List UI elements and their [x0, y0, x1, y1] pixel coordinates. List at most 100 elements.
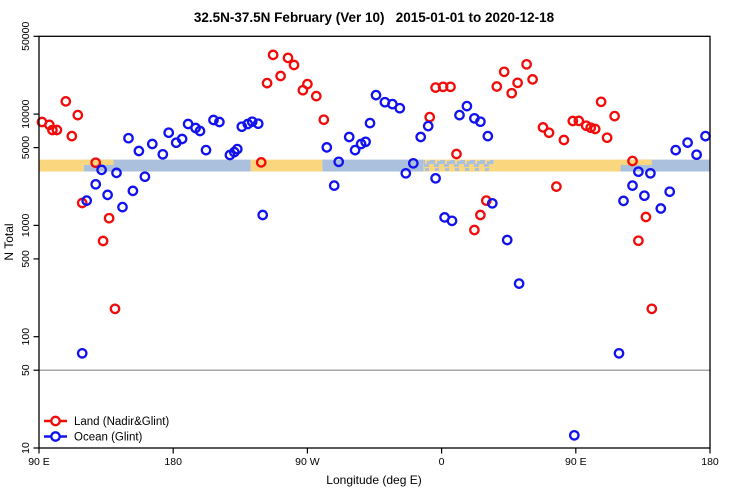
data-point-land	[567, 115, 579, 127]
data-point-ocean	[639, 190, 650, 202]
data-point-land	[537, 122, 549, 133]
data-point-ocean	[645, 167, 656, 179]
data-point-land	[543, 127, 555, 139]
data-point-land	[585, 122, 597, 134]
y-tick-label: 100	[20, 328, 32, 346]
y-tick-label: 50000	[20, 22, 32, 51]
band-ocean-segment	[113, 159, 251, 172]
data-point-land	[491, 81, 503, 92]
band-land-segment	[250, 159, 323, 172]
data-point-land	[261, 77, 273, 89]
chart-title: 32.5N-37.5N February (Ver 10) 2015-01-01…	[194, 10, 555, 25]
data-point-land	[601, 132, 613, 144]
data-point-land	[627, 155, 638, 167]
data-point-ocean	[139, 171, 151, 183]
legend-marker-land	[50, 415, 61, 427]
data-point-land	[60, 96, 72, 107]
legend-marker-ocean	[50, 431, 61, 442]
data-point-ocean	[664, 186, 676, 198]
data-point-ocean	[111, 167, 122, 179]
data-points	[36, 49, 711, 441]
data-point-ocean	[422, 120, 434, 132]
data-point-land	[633, 235, 644, 247]
data-point-land	[72, 109, 84, 121]
data-point-land	[97, 235, 109, 247]
data-point-ocean	[613, 347, 625, 359]
x-tick-label: 90 W	[295, 456, 320, 468]
data-point-ocean	[194, 125, 206, 137]
data-point-ocean	[257, 209, 269, 221]
data-point-land	[573, 115, 585, 127]
band-land-segment	[493, 159, 621, 172]
legend-label-ocean: Ocean (Glint)	[74, 432, 143, 444]
data-point-ocean	[102, 189, 113, 201]
data-point-ocean	[146, 138, 158, 150]
data-point-land	[282, 52, 294, 64]
data-point-ocean	[475, 116, 486, 128]
data-point-ocean	[328, 180, 340, 191]
data-point-ocean	[360, 136, 371, 148]
data-point-ocean	[246, 116, 258, 128]
data-point-land	[469, 224, 480, 236]
data-point-ocean	[670, 144, 682, 156]
data-point-ocean	[364, 117, 376, 129]
y-tick-label: 500	[20, 250, 32, 268]
y-tick-label: 1000	[20, 214, 32, 238]
data-point-ocean	[127, 185, 139, 197]
data-point-land	[551, 181, 562, 192]
data-point-land	[275, 70, 286, 82]
data-point-ocean	[252, 118, 264, 130]
data-point-ocean	[81, 195, 93, 206]
legend-label-land: Land (Nadir&Glint)	[74, 416, 169, 428]
data-point-land	[558, 134, 570, 146]
data-point-ocean	[501, 234, 513, 246]
data-point-land	[109, 303, 121, 315]
data-point-ocean	[343, 131, 355, 143]
data-point-land	[609, 110, 620, 122]
data-point-ocean	[655, 203, 667, 214]
data-point-ocean	[208, 114, 219, 126]
data-point-ocean	[96, 164, 107, 176]
data-point-ocean	[446, 215, 458, 227]
data-point-ocean	[627, 180, 638, 191]
x-tick-label: 90 E	[565, 456, 587, 468]
x-tick-label: 0	[439, 456, 445, 468]
data-point-ocean	[321, 142, 333, 153]
data-point-ocean	[157, 148, 169, 160]
data-point-ocean	[214, 116, 225, 128]
data-point-land	[445, 81, 456, 93]
data-point-land	[646, 303, 658, 315]
data-point-ocean	[370, 89, 382, 101]
data-point-land	[451, 148, 462, 160]
data-point-land	[318, 114, 330, 126]
data-point-land	[640, 211, 652, 223]
data-point-land	[47, 124, 58, 136]
band-ocean-segment	[651, 159, 710, 172]
y-axis-label: N Total	[2, 223, 16, 260]
data-point-land	[498, 66, 510, 78]
data-point-land	[302, 78, 313, 90]
data-point-ocean	[454, 109, 465, 121]
data-point-ocean	[513, 278, 525, 289]
x-tick-label: 90 E	[28, 456, 50, 468]
band-ocean-segment	[620, 159, 652, 172]
x-tick-label: 180	[164, 456, 182, 468]
data-point-ocean	[176, 133, 188, 145]
data-point-land	[267, 49, 279, 61]
data-point-land	[512, 77, 523, 89]
data-point-land	[255, 157, 267, 168]
data-point-ocean	[400, 167, 412, 179]
data-point-ocean	[76, 347, 88, 359]
data-point-land	[475, 209, 486, 221]
data-point-land	[288, 59, 300, 71]
data-point-ocean	[618, 195, 629, 207]
data-point-land	[506, 87, 518, 99]
data-point-ocean	[349, 144, 361, 156]
data-point-land	[66, 130, 78, 142]
data-point-ocean	[700, 130, 711, 142]
data-point-ocean	[333, 156, 345, 168]
data-point-land	[90, 157, 102, 169]
axes: 90 E 180 90 W 0 90 E 180 10 50 100 500 1000 5000 100…	[20, 22, 719, 468]
